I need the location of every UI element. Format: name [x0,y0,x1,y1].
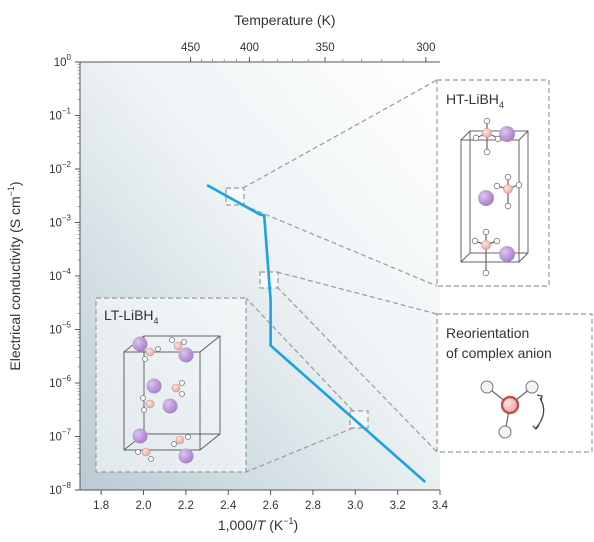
reorient-inset-line2: of complex anion [446,345,552,361]
top-axis-title: Temperature (K) [234,12,335,28]
h-atom [515,181,523,189]
b-atom [173,341,183,351]
li-atom [499,246,515,262]
h-atom [179,380,185,386]
y-tick-label: 100 [54,53,72,69]
y-tick-label: 10−4 [49,267,71,283]
h-atom [142,356,148,362]
b-atom [482,128,492,138]
b-atom [141,447,151,457]
ht-crystal-cell [460,117,529,277]
h-atom [169,337,175,343]
b-atom-highlighted [500,395,520,415]
li-atom [499,126,515,142]
b-atom [145,347,155,357]
ht-libh4-inset: HT-LiBH4 [436,79,550,287]
anion-rotation-diagram [480,380,545,439]
h-atom [185,434,191,440]
h-atom [155,346,161,352]
h-atom [135,449,141,455]
li-atom [132,336,148,352]
h-atom [483,117,491,125]
lt-inset-label: LT-LiBH4 [104,307,159,326]
li-atom [478,190,494,206]
reorient-connector-top [276,271,438,315]
h-atom [504,202,512,210]
zoom-connectors [242,79,438,473]
y-axis-title: Electrical conductivity (S cm−1) [6,181,23,370]
y-axis-ticks: 100 10−1 10−2 10−3 10−4 10−5 10−6 10−7 10−8 [49,53,80,497]
h-atom [480,380,494,394]
x-axis-title: 1,000/T (K−1) [218,516,298,533]
reorientation-inset: Reorientation of complex anion [436,313,593,453]
h-atom [482,228,490,236]
h-atom [140,395,146,401]
x-tick-label: 2.2 [178,500,194,512]
h-atom [482,269,490,277]
lt-crystal-cell [123,335,221,464]
lt-connector-bottom [245,427,354,473]
x-tick-label: 2.4 [220,500,237,512]
lt-inset-frame [95,297,247,473]
h-atom [498,425,512,439]
h-atom [471,237,479,245]
reorient-inset-frame [436,313,593,453]
h-atom [494,135,502,143]
li-atom [178,347,194,363]
lt-libh4-inset: LT-LiBH4 [95,297,247,473]
y-tick-label: 10−8 [49,481,71,497]
h-atom [504,173,512,181]
h-atom [472,134,480,142]
y-tick-label: 10−6 [49,374,71,390]
h-atom [181,339,187,345]
h-atom [148,456,154,462]
h-atom [493,237,501,245]
lt-connector-top [245,297,354,412]
reorient-inset-line1: Reorientation [446,325,529,341]
x-tick-label: 2.6 [263,500,279,512]
y-tick-label: 10−2 [49,160,71,176]
h-atom [525,380,539,394]
x-tick-label: 2.0 [136,500,152,512]
li-atom [146,378,162,394]
ht-inset-frame [436,79,550,287]
top-tick-label: 350 [315,42,334,54]
lt-zoom-box [349,410,369,429]
y-tick-label: 10−3 [49,214,71,230]
x-tick-label: 3.2 [390,500,406,512]
x-tick-label: 2.8 [305,500,321,512]
b-atom [145,399,155,409]
y-tick-label: 10−1 [49,107,71,123]
b-atom [503,184,513,194]
ht-connector-bottom [242,204,438,287]
reorient-connector-bottom [276,286,438,453]
li-atom [162,398,178,414]
top-tick-label: 400 [240,42,259,54]
b-atom [175,435,185,445]
b-atom [171,383,181,393]
li-atom [178,448,194,464]
x-axis-ticks: 1.8 2.0 2.2 2.4 2.6 2.8 3.0 3.2 3.4 [93,490,449,512]
li-atom [132,428,148,444]
ht-connector-top [242,79,438,189]
y-tick-label: 10−7 [49,428,71,444]
y-tick-label: 10−5 [49,321,71,337]
top-tick-label: 450 [181,42,200,54]
conductivity-series-line [206,183,427,483]
h-atom [141,407,147,413]
top-axis-ticks: 450 400 350 300 [181,42,435,62]
h-atom [493,182,501,190]
b-atom [481,240,491,250]
x-tick-label: 1.8 [93,500,109,512]
h-atom [171,441,177,447]
x-tick-label: 3.0 [347,500,363,512]
ht-zoom-box [225,187,245,206]
x-tick-label: 3.4 [432,500,449,512]
top-tick-label: 300 [416,42,435,54]
h-atom [483,148,491,156]
h-atom [179,391,185,397]
ht-inset-label: HT-LiBH4 [446,91,504,110]
